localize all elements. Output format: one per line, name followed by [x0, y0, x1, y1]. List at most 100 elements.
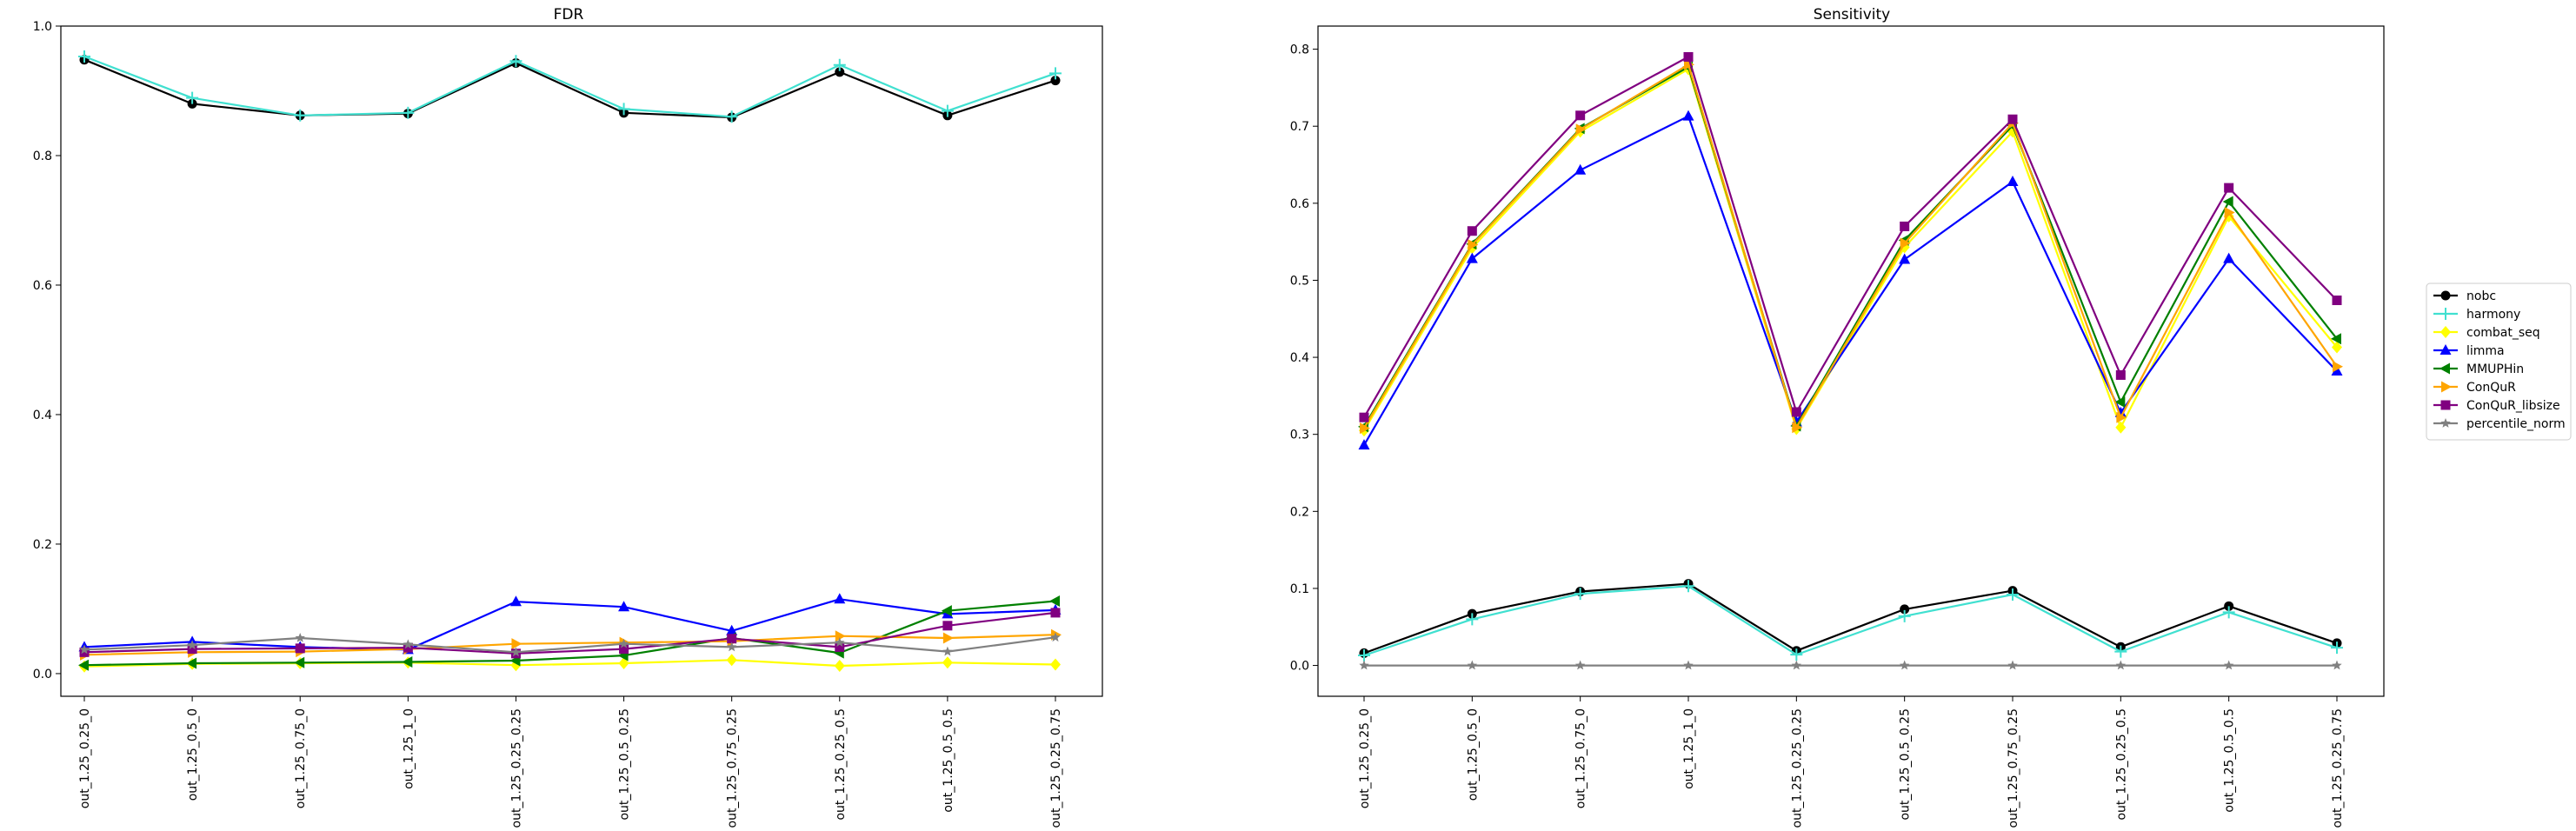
fdr-point-percentile-norm [942, 646, 953, 656]
fdr-point-mmuphin [941, 605, 952, 617]
sensitivity-point-limma [2007, 176, 2019, 187]
fdr-line-percentile-norm [83, 636, 1056, 654]
sensitivity-point-conqur [2224, 206, 2235, 218]
legend-box [2426, 283, 2572, 441]
sensitivity-point-percentile-norm [2007, 660, 2018, 670]
sensitivity-point-percentile-norm [2115, 660, 2127, 670]
legend-marker [2440, 290, 2451, 301]
fdr-point-harmony [402, 106, 415, 119]
fdr-point-limma [834, 593, 846, 604]
fdr-point-combat-seq [1050, 658, 1061, 671]
fdr-axes-frame [60, 25, 1103, 697]
fdr-point-conqur [511, 638, 523, 650]
sensitivity-point-conqur [1900, 237, 1911, 249]
fdr-point-conqur-libsize [403, 642, 413, 653]
fdr-x-tick-label: out_1.25_0.75_0.25 [726, 708, 740, 828]
sensitivity-point-harmony [2222, 606, 2235, 619]
fdr-point-percentile-norm [187, 640, 197, 649]
legend-label: harmony [2466, 308, 2520, 322]
fdr-plot-area: 0.0 0.2 0.4 0.6 0.8 1.0 out_1.25_0.25_0 out_1.2… [33, 20, 1103, 828]
fdr-point-percentile-norm [79, 644, 90, 655]
fdr-point-mmuphin [294, 656, 305, 668]
sensitivity-line-nobc [1363, 582, 2338, 655]
sensitivity-point-harmony [2114, 645, 2127, 658]
fdr-y-tick-label: 0.4 [33, 409, 52, 422]
sensitivity-point-harmony [1358, 649, 1370, 662]
sensitivity-point-mmuphin [2222, 196, 2233, 208]
sensitivity-point-harmony [1682, 580, 1694, 593]
sensitivity-point-conqur [2116, 411, 2127, 423]
fdr-point-conqur-libsize [942, 621, 953, 631]
fdr-point-harmony [617, 103, 630, 116]
sensitivity-point-conqur-libsize [2224, 183, 2234, 193]
fdr-point-conqur-libsize [295, 643, 305, 654]
fdr-chart-title: FDR [554, 6, 584, 23]
fdr-x-tick-label: out_1.25_0.25_0.5 [834, 708, 848, 821]
legend-label: limma [2466, 344, 2505, 358]
sensitivity-axes-frame [1317, 25, 2385, 697]
fdr-series-percentile-norm [79, 632, 1061, 657]
sensitivity-point-conqur-libsize [1467, 226, 1477, 236]
sensitivity-point-limma [1682, 110, 1694, 121]
fdr-y-tick-label: 0.8 [33, 150, 52, 163]
fdr-point-percentile-norm [618, 638, 629, 648]
fdr-point-combat-seq [942, 656, 953, 669]
sensitivity-x-tick-label: out_1.25_0.25_0.25 [1790, 708, 1804, 828]
fdr-line-harmony [83, 55, 1056, 118]
fdr-point-harmony [509, 55, 523, 68]
fdr-point-mmuphin [1049, 595, 1060, 607]
fdr-point-harmony [186, 91, 199, 104]
sensitivity-y-tick-label: 0.4 [1290, 351, 1309, 365]
fdr-x-tick-label: out_1.25_0.5_0 [186, 708, 200, 801]
fdr-point-conqur-libsize [835, 642, 845, 652]
fdr-point-mmuphin [186, 657, 197, 669]
fdr-point-nobc [835, 67, 845, 77]
fdr-point-harmony [1049, 67, 1062, 80]
fdr-point-conqur-libsize [1050, 608, 1061, 618]
fdr-point-combat-seq [834, 659, 845, 672]
sensitivity-y-tick-label: 0.0 [1290, 660, 1309, 674]
sensitivity-point-conqur-libsize [1575, 110, 1586, 121]
fdr-y-tick-label: 0.0 [33, 668, 52, 681]
fdr-point-conqur-libsize [79, 647, 90, 657]
fdr-x-tick-label: out_1.25_0.75_0 [294, 708, 308, 808]
fdr-point-nobc [1050, 76, 1061, 86]
legend-item-conqur-libsize: ConQuR_libsize [2433, 399, 2560, 413]
sensitivity-point-conqur-libsize [2115, 369, 2126, 380]
sensitivity-point-percentile-norm [1467, 660, 1478, 670]
sensitivity-point-combat-seq [2115, 421, 2127, 434]
sensitivity-point-percentile-norm [1791, 660, 1802, 670]
sensitivity-x-tick-label: out_1.25_0.5_0.5 [2223, 708, 2237, 813]
sensitivity-line-combat-seq [1363, 68, 2338, 431]
fdr-point-harmony [833, 58, 846, 71]
fdr-series-conqur-libsize [79, 608, 1061, 659]
fdr-point-mmuphin [402, 656, 413, 668]
sensitivity-point-harmony [2331, 642, 2343, 655]
legend-marker [2440, 418, 2451, 428]
fdr-point-limma [509, 595, 522, 607]
sensitivity-line-conqur [1363, 63, 2338, 429]
sensitivity-series-harmony [1358, 580, 2343, 662]
fdr-point-limma [618, 601, 630, 612]
sensitivity-point-harmony [1466, 613, 1479, 626]
legend-label: nobc [2466, 289, 2496, 303]
fdr-series-harmony [78, 50, 1062, 123]
fdr-point-conqur [835, 630, 846, 642]
legend-item-percentile-norm: percentile_norm [2433, 417, 2566, 431]
sensitivity-series-conqur-libsize [1359, 51, 2342, 422]
fdr-point-harmony [78, 50, 90, 63]
legend-item-limma: limma [2433, 344, 2505, 358]
fdr-line-nobc [83, 58, 1056, 119]
sensitivity-point-conqur-libsize [2332, 295, 2342, 305]
sensitivity-point-percentile-norm [2332, 660, 2342, 670]
sensitivity-point-harmony [1574, 588, 1587, 601]
sensitivity-x-tick-label: out_1.25_0.5_0.25 [1899, 708, 1913, 821]
sensitivity-point-mmuphin [2114, 396, 2126, 408]
sensitivity-line-harmony [1363, 585, 2338, 657]
sensitivity-point-limma [2223, 252, 2235, 263]
fdr-point-percentile-norm [295, 632, 305, 642]
fdr-chart: FDR 0.0 0.2 0.4 0.6 0.8 1.0 out_1.25_0.25_0 out… [33, 6, 1103, 828]
sensitivity-point-nobc [1900, 604, 1910, 615]
